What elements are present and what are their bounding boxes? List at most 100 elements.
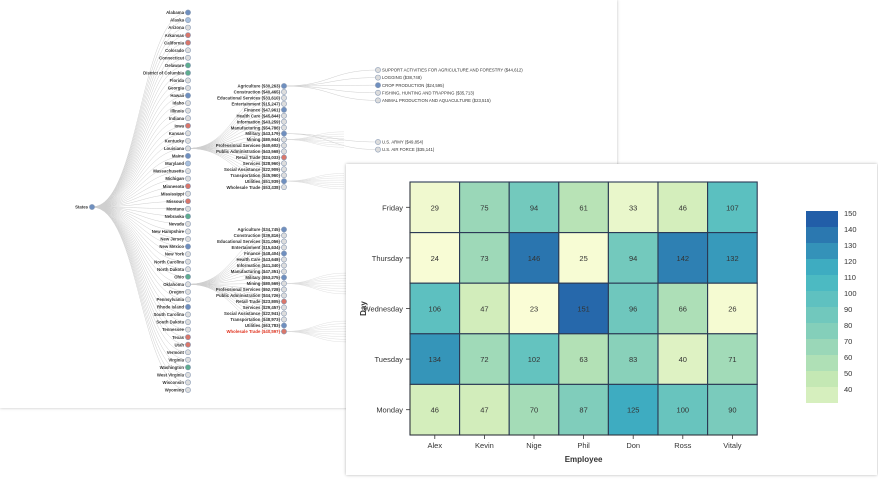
node-circle[interactable] [89,204,95,210]
node-circle[interactable] [185,251,191,257]
node-circle[interactable] [281,280,287,287]
node-circle[interactable] [281,106,287,113]
heatmap-cell[interactable]: 23 [508,282,560,335]
node-circle[interactable] [185,311,191,318]
node-circle[interactable] [375,139,381,145]
state-node[interactable]: Delaware [165,62,191,69]
state-node[interactable]: New Mexico [159,243,191,250]
node-circle[interactable] [281,112,287,119]
state-node[interactable]: Maryland [165,160,191,167]
state-node[interactable]: Pennsylvania [157,296,191,303]
node-circle[interactable] [185,364,191,371]
node-circle[interactable] [185,273,191,280]
node-circle[interactable] [185,220,191,227]
heatmap-cell[interactable]: 83 [607,333,659,385]
node-circle[interactable] [281,226,287,233]
heatmap-cell[interactable]: 75 [459,181,510,234]
state-node[interactable]: Tennessee [162,326,191,333]
node-circle[interactable] [281,292,287,299]
sub-industry-node[interactable]: SUPPORT ACTIVITIES FOR AGRICULTURE AND F… [375,67,523,73]
node-circle[interactable] [281,328,287,335]
node-circle[interactable] [281,250,287,257]
cell-rect[interactable] [707,181,758,234]
state-node[interactable]: Connecticut [159,54,191,61]
cell-rect[interactable] [409,232,461,284]
cell-rect[interactable] [657,282,709,335]
node-circle[interactable] [185,85,191,91]
industry-node[interactable]: Utilities ($51,939) [245,178,287,185]
state-node[interactable]: New Jersey [160,236,191,242]
industry-node[interactable]: Finance ($47,961) [244,106,287,113]
node-circle[interactable] [185,190,191,197]
state-node[interactable]: Hawaii [170,92,191,99]
node-circle[interactable] [185,92,191,99]
state-node[interactable]: Kentucky [165,137,191,144]
node-circle[interactable] [185,387,191,393]
node-circle[interactable] [281,142,287,149]
cell-rect[interactable] [607,383,659,436]
node-circle[interactable] [281,310,287,317]
state-node[interactable]: Idaho [173,100,191,106]
state-node[interactable]: Wisconsin [163,379,191,386]
node-circle[interactable] [185,54,191,61]
cell-rect[interactable] [707,383,758,436]
state-node[interactable]: Maine [172,153,191,159]
heatmap-cell[interactable]: 72 [459,333,510,385]
industry-node[interactable]: Information ($43,259) [237,118,287,125]
state-node[interactable]: District of Columbia [143,70,191,76]
sub-industry-node[interactable]: U.S. AIR FORCE ($35,141) [375,146,435,153]
state-node[interactable]: Texas [172,334,191,341]
cell-rect[interactable] [607,232,659,284]
node-circle[interactable] [281,118,287,125]
node-circle[interactable] [281,322,287,329]
node-circle[interactable] [185,341,191,348]
node-circle[interactable] [185,281,191,288]
node-circle[interactable] [281,89,287,95]
node-circle[interactable] [375,67,381,73]
node-circle[interactable] [281,160,287,167]
node-circle[interactable] [375,89,381,96]
industry-node[interactable]: Wholesale Trade ($53,438) [227,184,287,191]
node-circle[interactable] [281,262,287,269]
state-node[interactable]: Kansas [169,130,191,137]
cell-rect[interactable] [657,333,709,385]
industry-node[interactable]: Retail Trade ($23,805) [236,298,287,305]
state-node[interactable]: Vermont [167,349,191,356]
industry-node[interactable]: Transportation ($48,973) [230,316,287,323]
state-node[interactable]: Alaska [170,17,191,23]
industry-node[interactable]: Entertainment ($15,247) [232,100,287,107]
node-circle[interactable] [185,153,191,159]
node-circle[interactable] [185,198,191,205]
cell-rect[interactable] [459,282,510,335]
state-node[interactable]: Nevada [169,220,191,227]
state-node[interactable]: Washington [160,364,191,371]
industry-node[interactable]: Retail Trade ($24,033) [236,154,287,161]
state-node[interactable]: Indiana [169,115,191,122]
cell-rect[interactable] [657,383,709,436]
state-node[interactable]: Ohio [174,273,191,280]
sub-industry-node[interactable]: LOGGING ($38,748) [375,74,422,81]
industry-node[interactable]: Public Administration ($43,568) [216,148,287,155]
node-circle[interactable] [185,349,191,356]
industry-node[interactable]: Manufacturing ($54,786) [231,124,287,131]
state-node[interactable]: Mississippi [161,190,191,197]
heatmap-cell[interactable]: 132 [707,232,758,284]
node-circle[interactable] [185,304,191,310]
sub-industry-node[interactable]: ANIMAL PRODUCTION AND AQUACULTURE ($23,5… [375,97,491,104]
node-circle[interactable] [185,243,191,250]
node-circle[interactable] [281,178,287,185]
node-circle[interactable] [281,304,287,311]
heatmap-cell[interactable]: 66 [657,282,709,335]
node-circle[interactable] [281,154,287,161]
node-circle[interactable] [185,213,191,220]
node-circle[interactable] [185,115,191,122]
heatmap-cell[interactable]: 61 [558,181,609,234]
state-node[interactable]: Rhode Island [157,304,191,310]
node-circle[interactable] [281,95,287,101]
state-node[interactable]: Alabama [166,9,191,16]
sub-industry-node[interactable]: U.S. ARMY ($49,854) [375,139,424,145]
state-node[interactable]: New Hampshire [152,228,191,235]
industry-node[interactable]: Services ($28,960) [243,160,287,167]
node-circle[interactable] [185,168,191,174]
node-circle[interactable] [185,62,191,69]
